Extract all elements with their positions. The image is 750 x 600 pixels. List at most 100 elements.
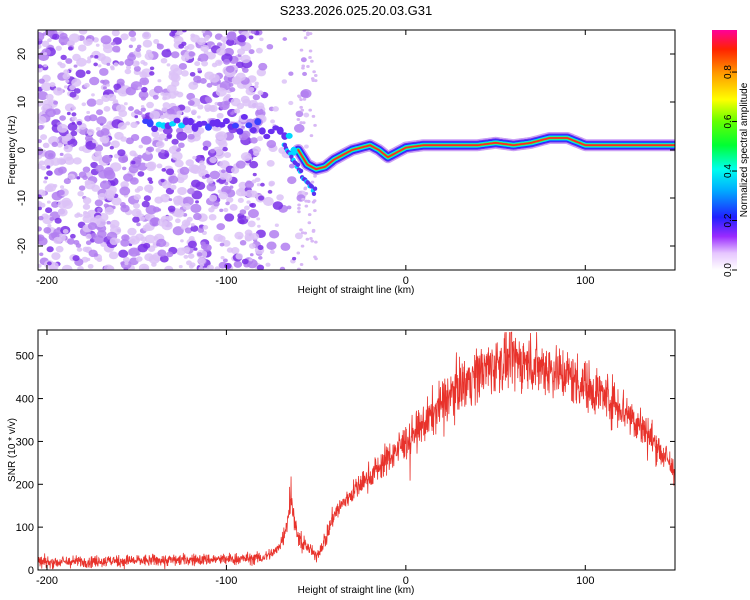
noise-blob bbox=[140, 135, 152, 145]
noise-blob bbox=[225, 38, 235, 46]
noise-blob bbox=[256, 217, 261, 221]
noise-blob bbox=[71, 112, 77, 117]
noise-blob bbox=[197, 67, 202, 72]
noise-blob bbox=[183, 254, 189, 259]
noise-blob bbox=[114, 131, 124, 140]
noise-blob bbox=[112, 45, 121, 53]
y-tick-label: 500 bbox=[16, 351, 34, 363]
noise-blob bbox=[230, 97, 241, 107]
noise-blob bbox=[313, 174, 317, 178]
noise-blob bbox=[99, 67, 109, 76]
noise-blob bbox=[200, 241, 206, 246]
noise-blob bbox=[184, 220, 191, 226]
noise-blob bbox=[178, 142, 185, 149]
noise-blob bbox=[239, 240, 247, 246]
y-tick-label: 20 bbox=[16, 48, 28, 60]
noise-blob bbox=[84, 179, 92, 186]
spectrogram-noise-layer bbox=[38, 30, 318, 270]
noise-blob bbox=[71, 106, 77, 111]
noise-blob bbox=[140, 104, 145, 108]
noise-blob bbox=[206, 82, 213, 88]
noise-blob bbox=[95, 43, 100, 47]
x-tick-label: 0 bbox=[403, 275, 409, 287]
noise-blob bbox=[38, 43, 42, 50]
noise-blob bbox=[235, 253, 243, 260]
noise-blob bbox=[42, 32, 47, 36]
noise-blob bbox=[235, 188, 246, 197]
noise-blob bbox=[205, 173, 210, 178]
noise-blob bbox=[149, 66, 155, 71]
noise-blob bbox=[44, 176, 49, 180]
noise-blob bbox=[165, 215, 174, 222]
noise-blob bbox=[155, 147, 162, 153]
noise-blob bbox=[181, 54, 190, 62]
ridge-blob bbox=[218, 122, 226, 128]
noise-blob bbox=[246, 216, 251, 220]
noise-blob bbox=[190, 164, 202, 174]
noise-blob bbox=[91, 50, 101, 59]
ridge-blob bbox=[245, 122, 253, 129]
noise-blob bbox=[147, 146, 155, 153]
noise-blob bbox=[66, 40, 75, 47]
noise-blob bbox=[97, 192, 107, 201]
noise-blob bbox=[138, 90, 149, 99]
noise-blob bbox=[310, 59, 314, 63]
noise-blob bbox=[138, 144, 144, 149]
noise-blob bbox=[111, 30, 120, 37]
noise-blob bbox=[174, 209, 185, 218]
noise-blob bbox=[209, 156, 217, 164]
noise-blob bbox=[70, 233, 76, 239]
noise-blob bbox=[314, 240, 318, 244]
noise-blob bbox=[66, 238, 75, 245]
noise-blob bbox=[223, 207, 229, 213]
noise-blob bbox=[194, 61, 201, 67]
noise-blob bbox=[165, 168, 175, 176]
noise-blob bbox=[141, 114, 146, 118]
noise-blob bbox=[309, 237, 313, 241]
noise-blob bbox=[231, 76, 242, 85]
snr-line bbox=[38, 331, 675, 570]
noise-blob bbox=[230, 166, 240, 174]
noise-blob bbox=[174, 159, 184, 168]
noise-blob bbox=[94, 55, 99, 59]
noise-blob bbox=[256, 183, 261, 187]
noise-blob bbox=[296, 117, 301, 121]
noise-blob bbox=[110, 66, 115, 71]
noise-blob bbox=[60, 42, 65, 46]
noise-blob bbox=[272, 201, 283, 210]
ridge-blob bbox=[187, 117, 195, 126]
noise-blob bbox=[313, 79, 318, 83]
noise-blob bbox=[125, 121, 131, 126]
noise-blob bbox=[213, 201, 220, 207]
noise-blob bbox=[297, 206, 301, 210]
x-tick-label: -200 bbox=[36, 575, 58, 587]
x-tick-label: -100 bbox=[215, 275, 237, 287]
noise-blob bbox=[82, 166, 91, 173]
noise-blob bbox=[118, 249, 128, 258]
noise-blob bbox=[75, 128, 81, 133]
noise-blob bbox=[72, 157, 82, 165]
noise-blob bbox=[180, 239, 184, 243]
noise-blob bbox=[135, 47, 142, 52]
y-tick-label: 300 bbox=[16, 436, 34, 448]
noise-blob bbox=[250, 30, 256, 35]
ridge-blob bbox=[285, 132, 293, 139]
noise-blob bbox=[72, 53, 81, 62]
ridge-blob bbox=[236, 128, 244, 135]
noise-blob bbox=[131, 160, 136, 165]
noise-blob bbox=[45, 207, 53, 214]
noise-blob bbox=[266, 241, 277, 251]
noise-blob bbox=[246, 200, 251, 204]
noise-blob bbox=[63, 144, 73, 153]
noise-blob bbox=[173, 36, 184, 45]
noise-blob bbox=[160, 178, 165, 183]
noise-blob bbox=[202, 140, 212, 148]
noise-blob bbox=[148, 254, 160, 264]
noise-blob bbox=[308, 49, 313, 53]
noise-blob bbox=[95, 98, 104, 106]
ridge-blob bbox=[311, 191, 317, 196]
noise-blob bbox=[197, 257, 206, 265]
noise-blob bbox=[162, 96, 167, 101]
noise-blob bbox=[100, 35, 112, 45]
noise-blob bbox=[118, 154, 129, 164]
